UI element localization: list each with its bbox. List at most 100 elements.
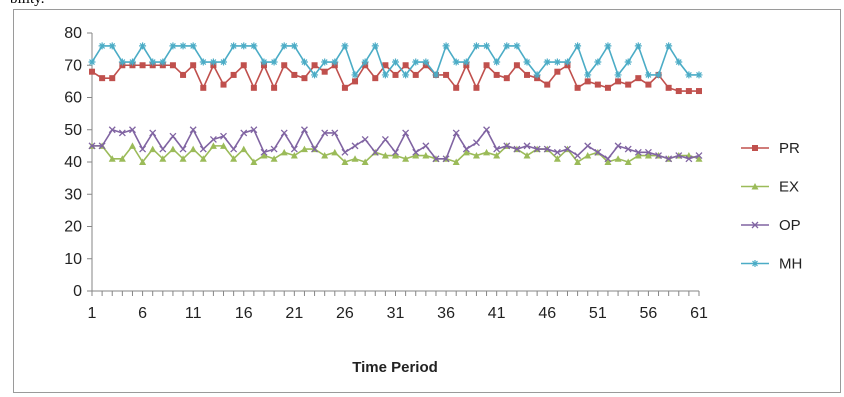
data-point-mh: [685, 71, 693, 79]
data-point-pr: [139, 62, 146, 69]
data-point-ex: [412, 152, 420, 159]
data-point-mh: [553, 58, 561, 66]
data-point-mh: [149, 58, 157, 66]
data-point-ex: [493, 152, 501, 159]
data-point-op: [695, 152, 703, 160]
data-point-op: [624, 145, 632, 153]
data-point-mh: [543, 58, 551, 66]
x-tick-label: 46: [538, 305, 556, 322]
data-point-mh: [159, 58, 167, 66]
data-point-mh: [270, 58, 278, 66]
data-point-op: [88, 142, 96, 150]
data-point-mh: [280, 42, 288, 50]
data-point-ex: [331, 148, 339, 156]
legend-label-mh: MH: [779, 256, 802, 273]
data-point-op: [644, 148, 652, 156]
x-tick-label: 16: [235, 305, 253, 322]
data-point-mh: [108, 42, 116, 50]
x-tick-label: 51: [589, 305, 607, 322]
legend-label-ex: EX: [779, 179, 799, 196]
y-tick-label: 20: [64, 219, 82, 236]
data-point-op: [149, 129, 157, 137]
data-point-op: [139, 145, 147, 153]
data-point-ex: [270, 155, 278, 162]
data-point-op: [260, 148, 268, 156]
data-point-ex: [139, 158, 147, 165]
data-point-op: [118, 129, 126, 137]
data-point-mh: [311, 71, 319, 79]
data-point-ex: [280, 148, 288, 156]
data-point-pr: [524, 71, 531, 78]
data-point-op: [584, 142, 592, 150]
data-point-pr: [584, 78, 591, 85]
data-point-pr: [574, 84, 581, 91]
data-point-pr: [453, 84, 460, 91]
data-point-pr: [696, 88, 702, 95]
data-point-op: [371, 148, 379, 156]
data-point-ex: [179, 155, 187, 162]
data-point-mh: [493, 58, 501, 66]
data-point-mh: [584, 71, 592, 79]
data-point-ex: [624, 158, 632, 165]
legend-label-op: OP: [779, 217, 801, 234]
data-point-mh: [392, 58, 399, 66]
data-point-ex: [361, 158, 369, 165]
data-point-pr: [200, 84, 207, 91]
data-point-mh: [230, 42, 238, 50]
data-point-op: [381, 135, 389, 143]
legend-marker-pr: [752, 145, 758, 151]
top-text-fragment: bility.: [10, 0, 44, 8]
data-point-mh: [189, 42, 197, 50]
data-point-ex: [169, 145, 177, 153]
data-point-mh: [331, 58, 339, 66]
data-point-mh: [300, 58, 308, 66]
data-point-mh: [574, 42, 582, 50]
data-point-op: [209, 135, 217, 143]
data-point-op: [220, 132, 227, 140]
data-point-op: [472, 139, 480, 147]
x-tick-label: 11: [185, 305, 202, 322]
data-point-op: [442, 155, 450, 163]
series-group: [88, 42, 703, 165]
x-tick-label: 56: [640, 305, 658, 322]
data-point-pr: [372, 75, 379, 82]
legend: PR EX OP MH: [741, 140, 802, 273]
data-point-ex: [472, 152, 480, 159]
data-point-op: [392, 148, 399, 156]
data-point-pr: [513, 62, 520, 69]
data-point-mh: [644, 71, 652, 79]
data-point-mh: [634, 42, 642, 50]
data-point-ex: [422, 152, 430, 159]
series-mh: [88, 42, 703, 79]
x-tick-label: 6: [138, 305, 147, 322]
data-point-op: [655, 152, 662, 160]
data-point-op: [432, 155, 440, 163]
data-point-op: [270, 145, 278, 153]
data-point-op: [129, 126, 136, 134]
x-tick-label: 1: [88, 305, 97, 322]
data-point-ex: [159, 155, 167, 162]
data-point-mh: [240, 42, 248, 50]
legend-entry-op: OP: [741, 217, 801, 234]
data-point-pr: [503, 75, 510, 82]
y-tick-label: 0: [73, 283, 82, 300]
data-point-pr: [615, 78, 622, 85]
data-point-op: [604, 155, 612, 163]
data-point-pr: [109, 75, 116, 82]
legend-marker-op: [751, 221, 759, 229]
data-point-op: [290, 145, 298, 153]
data-point-pr: [483, 62, 490, 69]
data-point-op: [108, 126, 116, 134]
x-tick-label: 41: [488, 305, 506, 322]
data-point-op: [564, 145, 571, 153]
y-tick-label: 30: [64, 186, 82, 203]
data-point-mh: [503, 42, 511, 50]
data-point-op: [665, 155, 673, 163]
x-tick-label: 61: [690, 305, 708, 322]
data-point-ex: [199, 155, 207, 162]
data-point-ex: [209, 142, 217, 149]
data-point-mh: [655, 71, 663, 79]
data-point-mh: [290, 42, 298, 50]
data-point-pr: [291, 71, 298, 78]
